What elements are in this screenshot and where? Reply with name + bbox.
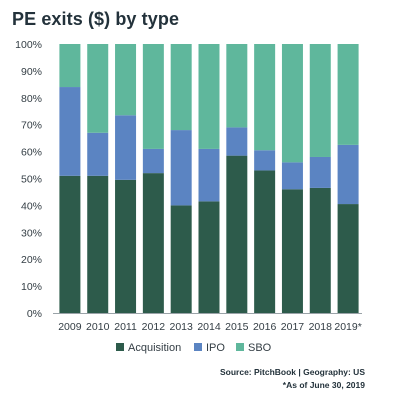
- legend-label-ipo: IPO: [206, 342, 225, 354]
- legend-label-sbo: SBO: [248, 342, 272, 354]
- y-axis-ticks: 0% 10% 20% 30% 40% 50% 60% 70% 80% 90% 100%: [15, 39, 42, 320]
- bar-ipo-2011: [115, 115, 137, 180]
- y-tick-label: 20%: [21, 254, 42, 266]
- bar-acquisition-2010: [87, 175, 109, 313]
- x-tick-label: 2018: [309, 321, 333, 333]
- x-tick-label: 2016: [253, 321, 277, 333]
- bar-acquisition-2013: [170, 205, 192, 313]
- y-tick-label: 50%: [21, 174, 42, 186]
- x-tick-label: 2017: [281, 321, 305, 333]
- bar-sbo-2010: [87, 44, 109, 133]
- bar-acquisition-2016: [254, 170, 276, 313]
- bar-sbo-2015: [226, 44, 248, 128]
- bar-sbo-2018: [309, 44, 331, 157]
- chart-title: PE exits ($) by type: [12, 9, 180, 29]
- bar-acquisition-2009: [59, 175, 81, 313]
- bar-acquisition-2012: [142, 173, 164, 313]
- bar-sbo-2011: [115, 44, 137, 116]
- y-tick-label: 70%: [21, 120, 42, 132]
- footnote-line: *As of June 30, 2019: [282, 380, 365, 390]
- bar-ipo-2014: [198, 148, 220, 202]
- bar-acquisition-2014: [198, 201, 220, 313]
- y-tick-label: 10%: [21, 281, 42, 293]
- bars-layer: [59, 44, 359, 313]
- x-tick-label: 2009: [58, 321, 82, 333]
- legend-label-acquisition: Acquisition: [128, 342, 181, 354]
- bar-ipo-2009: [59, 87, 81, 176]
- y-tick-label: 0%: [27, 308, 42, 320]
- bar-acquisition-2015: [226, 155, 248, 313]
- bar-sbo-2017: [281, 44, 303, 163]
- bar-sbo-2019: [337, 44, 359, 145]
- y-tick-label: 60%: [21, 147, 42, 159]
- bar-acquisition-2011: [115, 179, 137, 313]
- bar-sbo-2016: [254, 44, 276, 151]
- legend-swatch-ipo: [194, 343, 202, 351]
- x-tick-label: 2014: [197, 321, 221, 333]
- bar-ipo-2012: [142, 148, 164, 174]
- bar-acquisition-2019: [337, 204, 359, 313]
- bar-sbo-2012: [142, 44, 164, 149]
- y-tick-label: 30%: [21, 227, 42, 239]
- source-line: Source: PitchBook | Geography: US: [219, 367, 365, 377]
- bar-ipo-2017: [281, 162, 303, 190]
- x-tick-label: 2010: [86, 321, 110, 333]
- bar-ipo-2010: [87, 132, 109, 176]
- y-tick-label: 100%: [15, 39, 42, 51]
- x-tick-label: 2019*: [334, 321, 361, 333]
- x-axis-ticks: 2009 2010 2011 2012 2013 2014 2015 2016 2017 2018…: [58, 321, 362, 333]
- x-tick-label: 2011: [114, 321, 137, 333]
- legend: Acquisition IPO SBO: [116, 342, 272, 354]
- bar-acquisition-2017: [281, 189, 303, 313]
- x-tick-label: 2013: [170, 321, 194, 333]
- y-tick-label: 90%: [21, 66, 42, 78]
- bar-sbo-2013: [170, 44, 192, 131]
- bar-sbo-2009: [59, 44, 81, 88]
- bar-ipo-2015: [226, 127, 248, 156]
- y-tick-label: 40%: [21, 200, 42, 212]
- bar-ipo-2016: [254, 150, 276, 171]
- bar-sbo-2014: [198, 44, 220, 149]
- legend-swatch-sbo: [236, 343, 244, 351]
- bar-ipo-2019: [337, 144, 359, 205]
- source-note: Source: PitchBook | Geography: US *As of…: [220, 366, 365, 392]
- legend-swatch-acquisition: [116, 343, 124, 351]
- x-tick-label: 2015: [225, 321, 249, 333]
- x-tick-label: 2012: [142, 321, 166, 333]
- bar-ipo-2013: [170, 130, 192, 206]
- y-tick-label: 80%: [21, 93, 42, 105]
- bar-acquisition-2018: [309, 187, 331, 313]
- bar-ipo-2018: [309, 156, 331, 188]
